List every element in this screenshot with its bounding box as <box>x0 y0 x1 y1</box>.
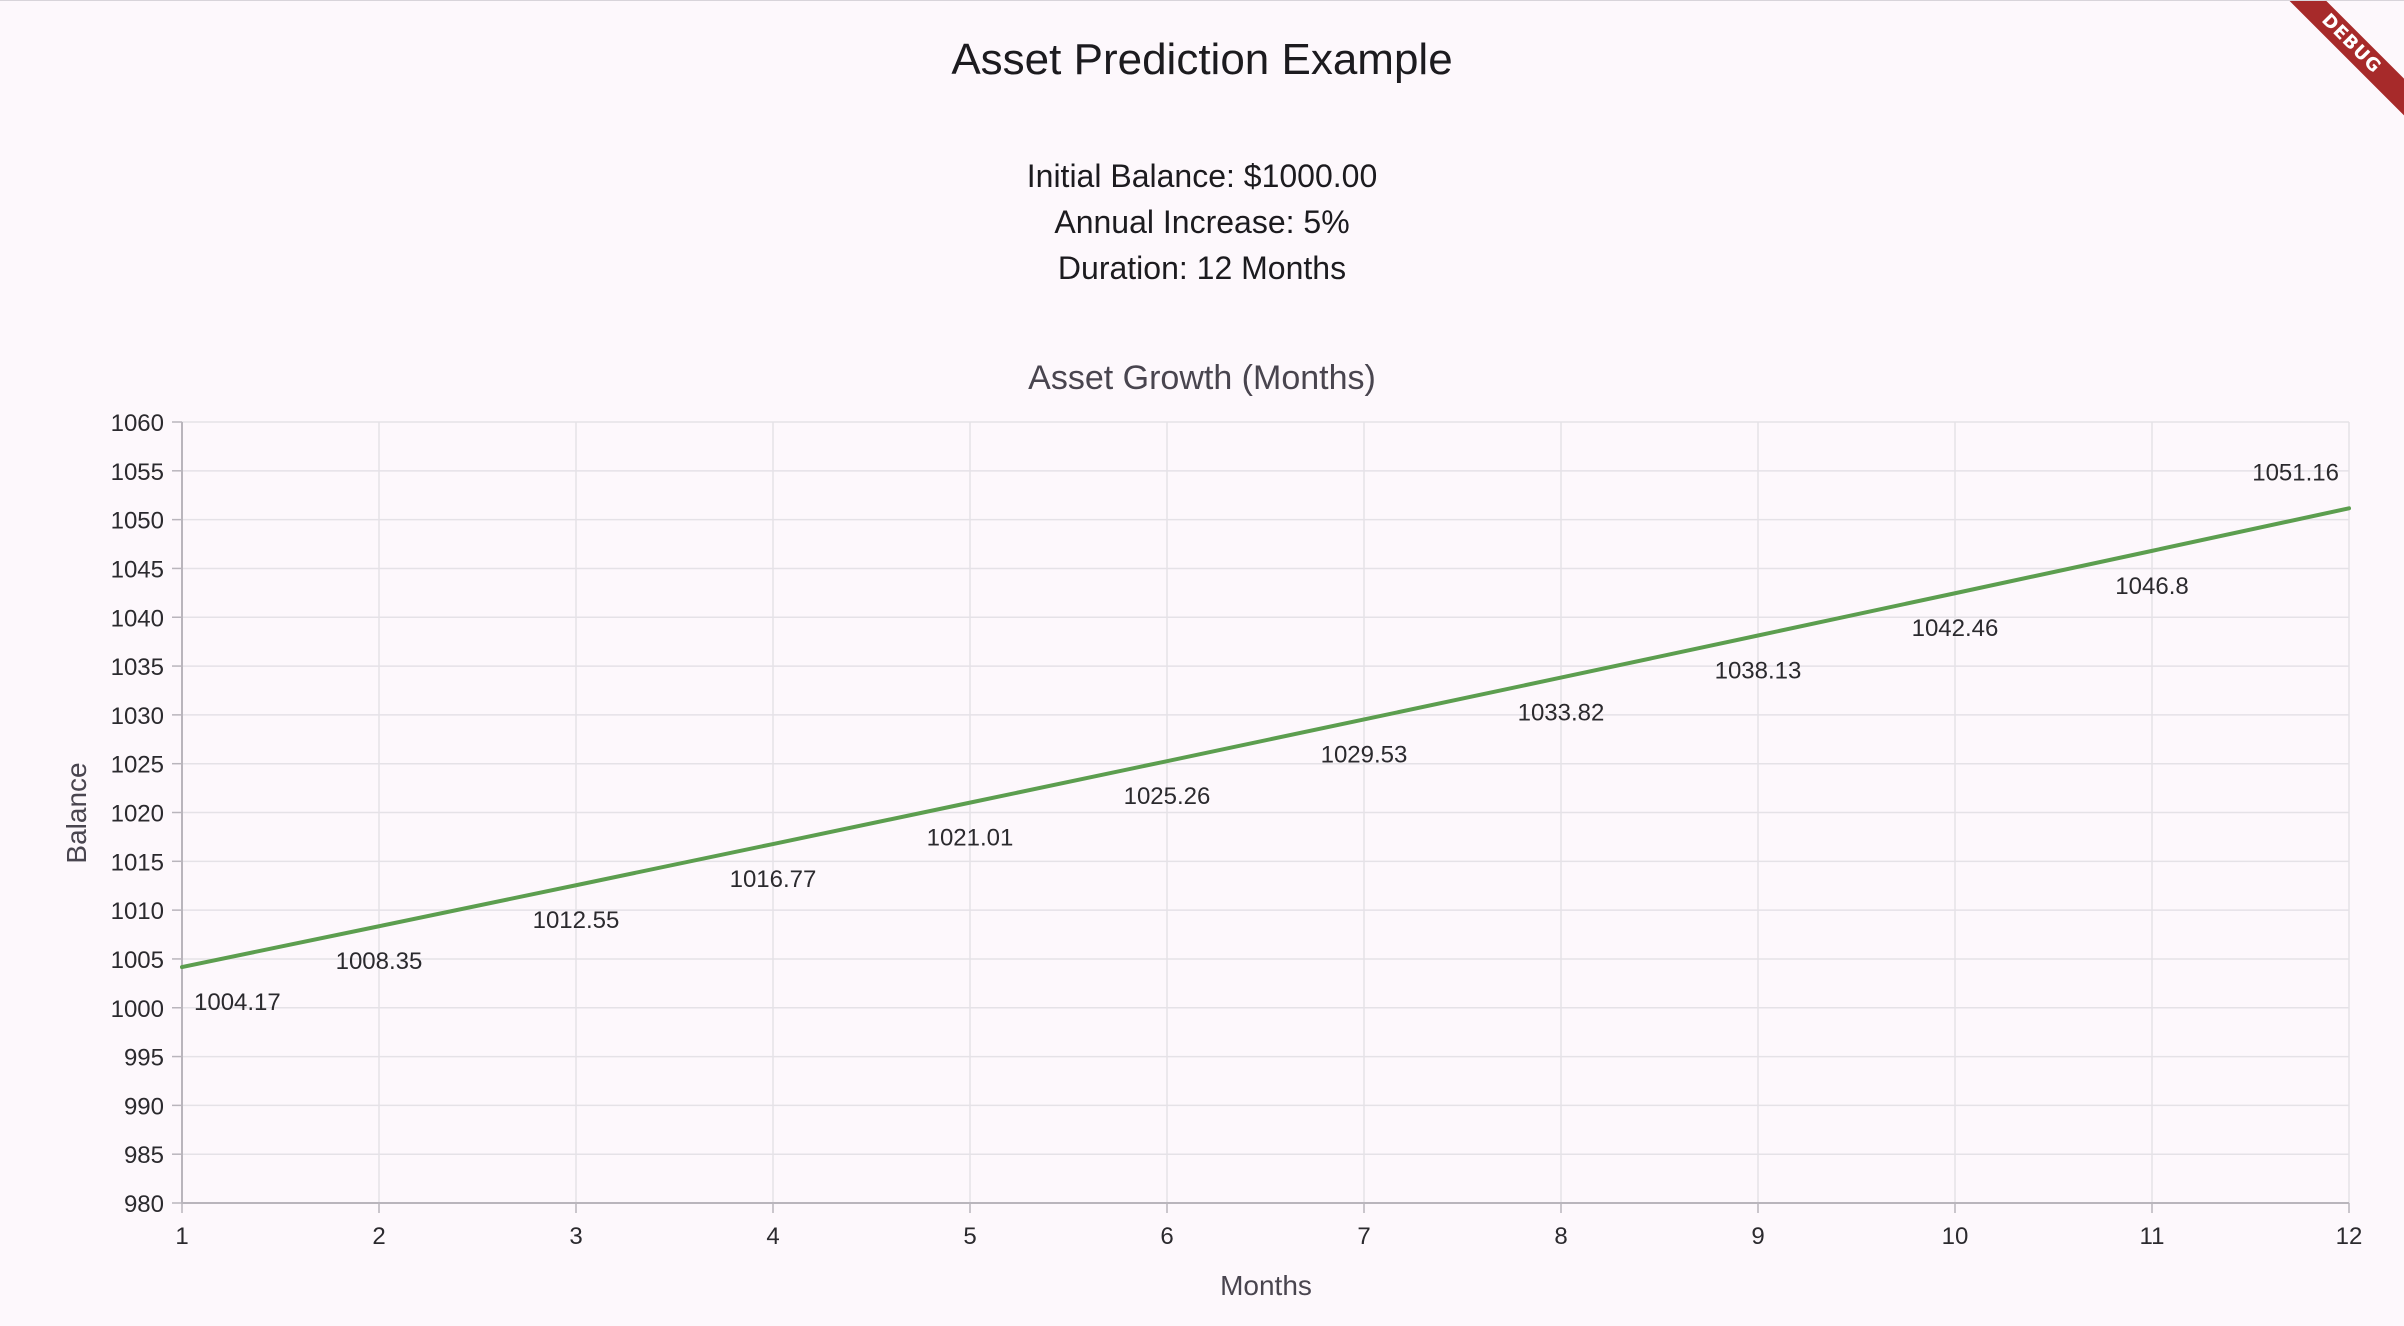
y-tick-label: 985 <box>124 1142 164 1169</box>
y-tick-label: 1005 <box>111 947 164 974</box>
x-axis-label: Months <box>1220 1270 1312 1301</box>
x-tick-label: 6 <box>1160 1223 1173 1250</box>
data-label: 1025.26 <box>1124 783 1211 810</box>
series-line <box>180 506 2351 970</box>
x-axis-ticks: 1 2 3 4 5 6 7 8 9 10 11 12 <box>175 1203 2362 1250</box>
y-tick-label: 1040 <box>111 605 164 632</box>
data-label: 1046.8 <box>2115 573 2188 600</box>
x-tick-label: 5 <box>963 1223 976 1250</box>
y-tick-label: 1000 <box>111 996 164 1023</box>
y-tick-label: 1030 <box>111 703 164 730</box>
data-label: 1029.53 <box>1321 741 1408 768</box>
data-label: 1012.55 <box>533 907 620 934</box>
data-label: 1016.77 <box>730 866 817 893</box>
initial-balance-text: Initial Balance: $1000.00 <box>1026 158 1378 194</box>
data-label: 1008.35 <box>336 948 423 975</box>
y-tick-label: 1015 <box>111 849 164 876</box>
duration-text: Duration: 12 Months <box>1057 250 1347 286</box>
data-label: 1021.01 <box>927 825 1014 852</box>
data-label: 1033.82 <box>1518 700 1605 727</box>
data-labels: 1004.17 1008.35 1012.55 1016.77 1021.01 1025.… <box>194 459 2339 1016</box>
y-tick-label: 980 <box>124 1191 164 1218</box>
x-tick-label: 7 <box>1357 1223 1370 1250</box>
y-axis-label: Balance <box>61 762 92 863</box>
y-tick-label: 990 <box>124 1093 164 1120</box>
x-tick-label: 1 <box>175 1223 188 1250</box>
data-label: 1042.46 <box>1912 615 1999 642</box>
y-tick-label: 1020 <box>111 801 164 828</box>
x-tick-label: 3 <box>569 1223 582 1250</box>
page-title: Asset Prediction Example <box>951 35 1453 84</box>
x-tick-label: 8 <box>1554 1223 1567 1250</box>
x-tick-label: 2 <box>372 1223 385 1250</box>
y-axis-ticks: 980 985 990 995 1000 1005 1010 1015 1020 1025 1030… <box>111 410 182 1218</box>
y-tick-label: 1060 <box>111 410 164 437</box>
x-tick-label: 10 <box>1942 1223 1969 1250</box>
x-tick-label: 9 <box>1751 1223 1764 1250</box>
data-label: 1051.16 <box>2252 459 2339 486</box>
y-tick-label: 1010 <box>111 898 164 925</box>
y-tick-label: 1050 <box>111 508 164 535</box>
y-tick-label: 1045 <box>111 556 164 583</box>
chart-title: Asset Growth (Months) <box>1028 359 1376 397</box>
y-tick-label: 1035 <box>111 654 164 681</box>
x-tick-label: 12 <box>2336 1223 2363 1250</box>
data-label: 1038.13 <box>1715 658 1802 685</box>
annual-increase-text: Annual Increase: 5% <box>1054 204 1350 240</box>
x-tick-label: 11 <box>2140 1223 2165 1250</box>
data-label: 1004.17 <box>194 989 281 1016</box>
summary-info: Initial Balance: $1000.00 Annual Increas… <box>0 153 2404 291</box>
series-line-group <box>180 506 2351 970</box>
y-tick-label: 995 <box>124 1045 164 1072</box>
y-tick-label: 1055 <box>111 459 164 486</box>
y-tick-label: 1025 <box>111 752 164 779</box>
x-tick-label: 4 <box>766 1223 779 1250</box>
chart-grid <box>181 421 2350 1204</box>
